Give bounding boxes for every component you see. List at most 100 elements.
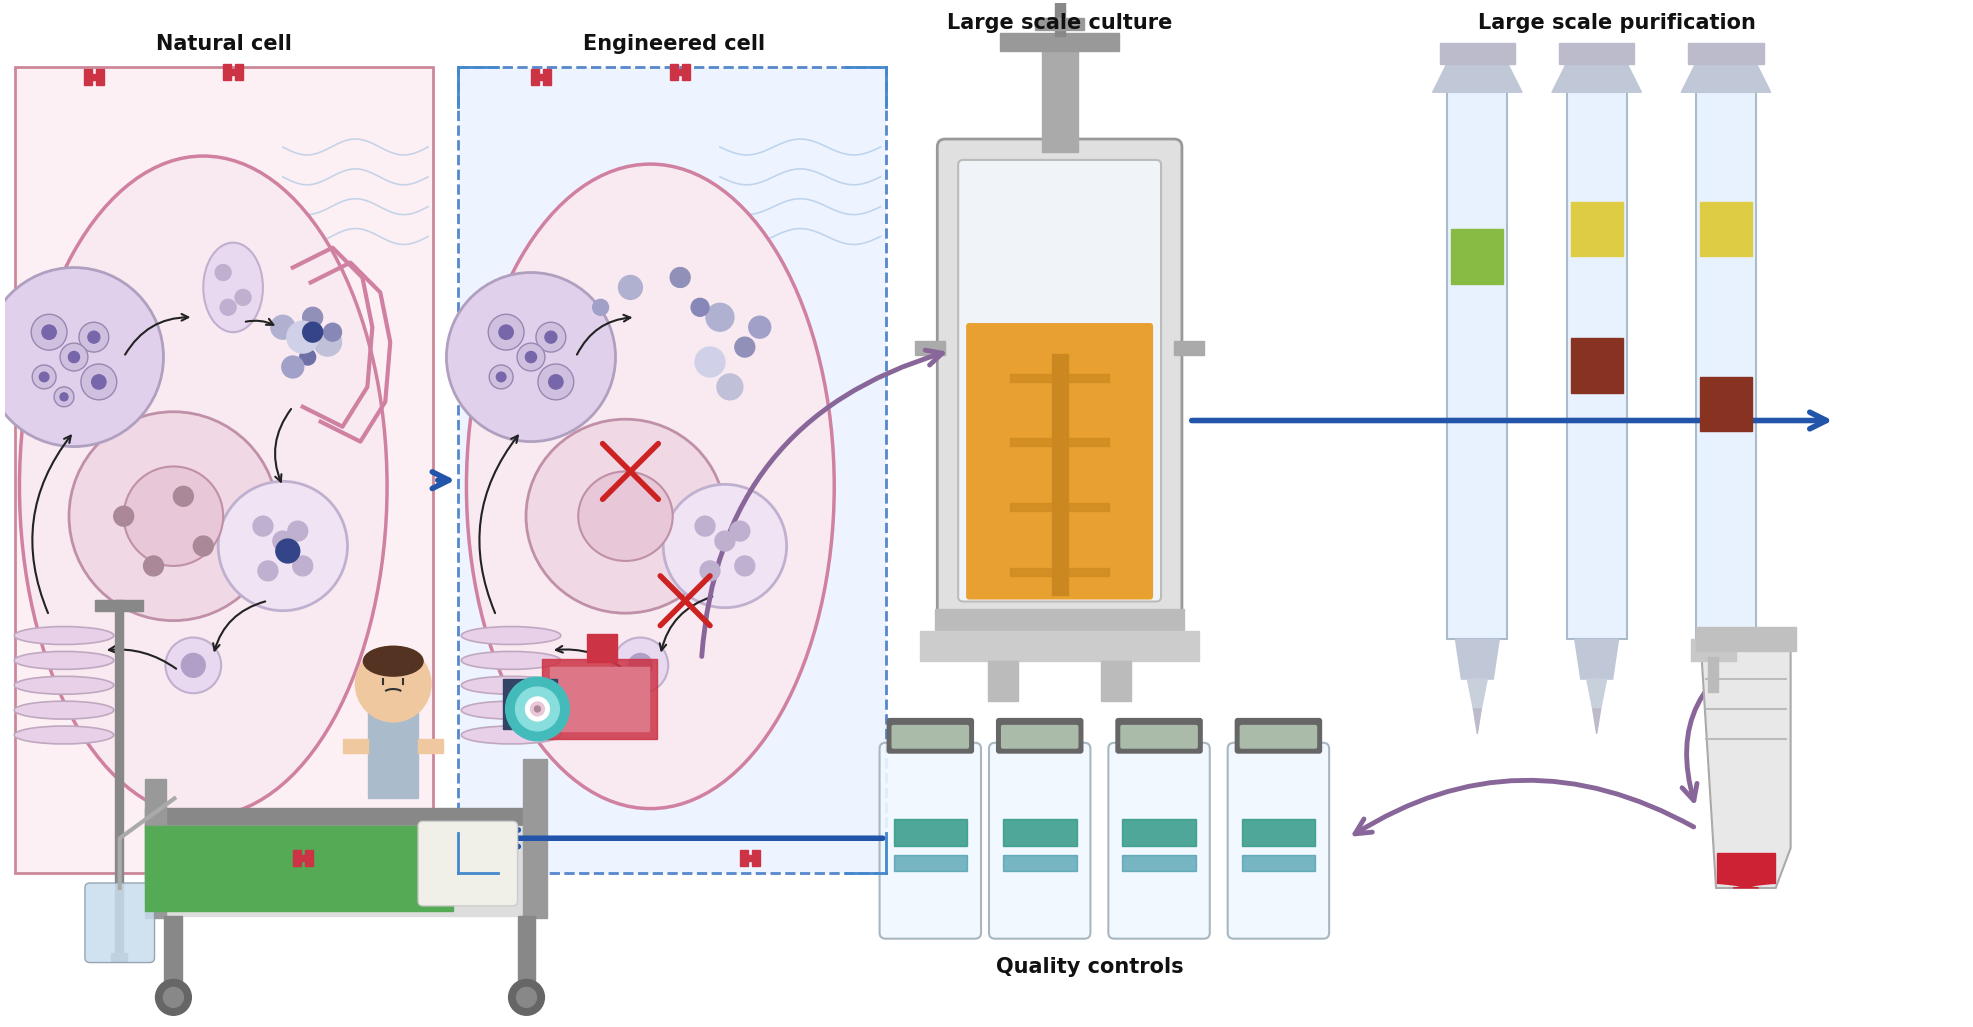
Bar xyxy=(517,916,535,995)
Bar xyxy=(1101,661,1131,701)
Circle shape xyxy=(258,561,278,581)
Polygon shape xyxy=(1472,709,1480,734)
Circle shape xyxy=(324,324,341,341)
Polygon shape xyxy=(550,668,649,731)
Bar xyxy=(1000,33,1119,50)
FancyBboxPatch shape xyxy=(957,160,1160,602)
Polygon shape xyxy=(1586,679,1606,709)
Bar xyxy=(144,827,452,911)
Bar xyxy=(1695,92,1754,640)
Bar xyxy=(418,738,442,753)
Circle shape xyxy=(706,303,734,331)
Bar xyxy=(740,850,748,866)
Circle shape xyxy=(144,556,164,576)
FancyBboxPatch shape xyxy=(1239,725,1316,749)
Bar xyxy=(223,65,231,80)
Bar xyxy=(1695,627,1795,651)
Bar xyxy=(535,74,547,80)
Circle shape xyxy=(0,268,164,447)
Ellipse shape xyxy=(462,626,560,645)
Bar xyxy=(915,341,945,355)
Bar xyxy=(1123,819,1196,846)
Bar xyxy=(1054,0,1063,36)
Circle shape xyxy=(525,351,537,363)
Circle shape xyxy=(691,299,708,316)
Circle shape xyxy=(91,375,107,389)
FancyBboxPatch shape xyxy=(1233,718,1322,754)
Bar xyxy=(144,778,166,918)
Circle shape xyxy=(270,315,294,339)
Bar xyxy=(1042,47,1077,152)
Bar xyxy=(1691,640,1734,661)
Circle shape xyxy=(32,314,67,350)
Circle shape xyxy=(174,487,193,506)
Circle shape xyxy=(663,485,785,608)
Ellipse shape xyxy=(462,677,560,694)
FancyBboxPatch shape xyxy=(1000,725,1077,749)
Circle shape xyxy=(487,314,523,350)
Circle shape xyxy=(235,290,251,305)
Polygon shape xyxy=(1454,640,1498,679)
Bar xyxy=(95,600,142,611)
Bar xyxy=(16,68,432,873)
Bar xyxy=(1707,657,1717,692)
Circle shape xyxy=(282,356,304,378)
Circle shape xyxy=(89,331,101,343)
Bar xyxy=(1571,201,1622,257)
Bar xyxy=(296,855,308,861)
Bar xyxy=(1438,42,1515,65)
Circle shape xyxy=(592,299,608,315)
Circle shape xyxy=(505,677,568,740)
Circle shape xyxy=(714,531,734,551)
Bar xyxy=(671,65,679,80)
Polygon shape xyxy=(1681,63,1770,92)
Circle shape xyxy=(612,638,669,693)
FancyBboxPatch shape xyxy=(1107,743,1209,939)
Circle shape xyxy=(81,364,116,400)
Bar xyxy=(1174,341,1204,355)
FancyBboxPatch shape xyxy=(1121,725,1198,749)
Ellipse shape xyxy=(466,164,835,808)
Polygon shape xyxy=(1574,640,1618,679)
Circle shape xyxy=(221,299,237,315)
Bar xyxy=(1052,354,1067,595)
Bar xyxy=(292,850,300,866)
Bar xyxy=(675,70,687,75)
Bar xyxy=(894,819,967,846)
Bar xyxy=(1567,92,1626,640)
Circle shape xyxy=(515,687,558,731)
Ellipse shape xyxy=(69,412,278,620)
Polygon shape xyxy=(1701,649,1790,888)
Circle shape xyxy=(525,697,548,721)
Circle shape xyxy=(314,329,341,356)
Circle shape xyxy=(499,325,513,339)
Text: Engineered cell: Engineered cell xyxy=(582,35,764,54)
Bar xyxy=(1123,855,1196,871)
Circle shape xyxy=(272,531,292,551)
Circle shape xyxy=(495,372,505,382)
Bar xyxy=(1241,855,1314,871)
FancyBboxPatch shape xyxy=(1227,743,1328,939)
Circle shape xyxy=(700,561,720,581)
Circle shape xyxy=(734,337,754,357)
Circle shape xyxy=(545,331,556,343)
Circle shape xyxy=(716,374,742,400)
Ellipse shape xyxy=(203,242,262,332)
Ellipse shape xyxy=(462,651,560,670)
Circle shape xyxy=(302,307,322,328)
Ellipse shape xyxy=(363,646,422,676)
Circle shape xyxy=(53,387,73,407)
Circle shape xyxy=(627,653,651,678)
Circle shape xyxy=(509,980,545,1016)
Ellipse shape xyxy=(14,726,114,744)
Bar xyxy=(1241,819,1314,846)
Bar xyxy=(369,709,418,798)
Ellipse shape xyxy=(14,677,114,694)
Circle shape xyxy=(286,321,318,353)
Bar xyxy=(235,65,243,80)
Polygon shape xyxy=(543,659,657,738)
Bar xyxy=(744,855,756,861)
Circle shape xyxy=(156,980,191,1016)
FancyBboxPatch shape xyxy=(937,139,1182,622)
Circle shape xyxy=(32,365,55,389)
